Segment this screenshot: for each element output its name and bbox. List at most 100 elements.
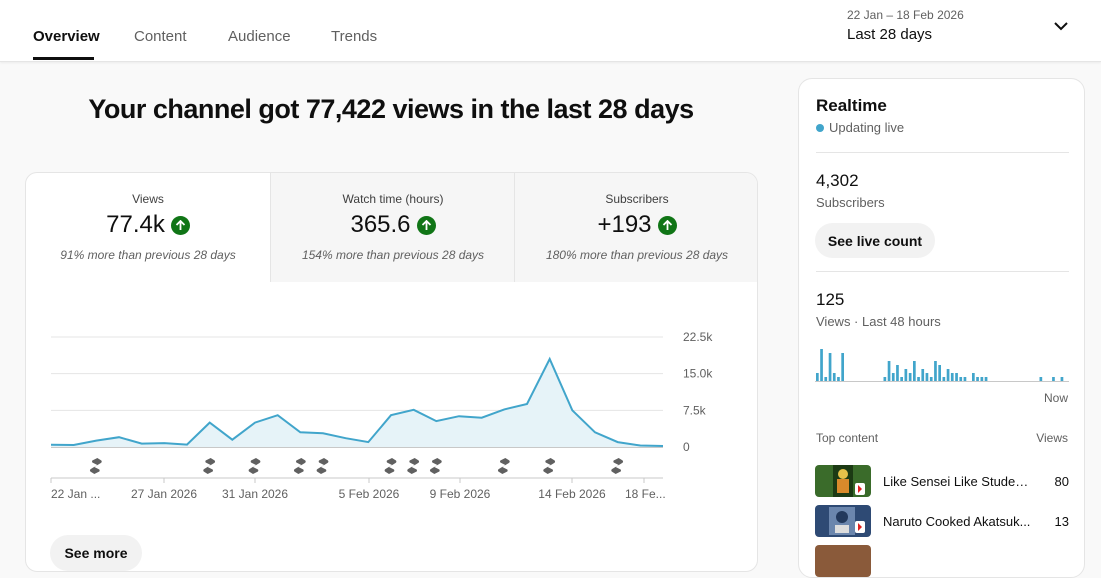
- y-tick-label: 22.5k: [683, 330, 713, 344]
- x-tick-label: 18 Fe...: [625, 487, 666, 501]
- realtime-bar: [976, 377, 979, 381]
- top-content-item[interactable]: [815, 545, 1069, 577]
- metric-value: 77.4k: [106, 211, 165, 238]
- page-headline: Your channel got 77,422 views in the las…: [88, 94, 694, 124]
- see-live-count-button[interactable]: See live count: [815, 223, 935, 258]
- realtime-bar: [832, 373, 836, 381]
- realtime-card: Realtime Updating live 4,302 Subscribers…: [798, 78, 1085, 578]
- realtime-bar: [828, 353, 832, 381]
- realtime-title: Realtime: [816, 96, 887, 115]
- realtime-bar: [917, 377, 920, 381]
- realtime-bar: [913, 361, 916, 381]
- realtime-bar: [929, 377, 933, 381]
- divider: [816, 152, 1069, 153]
- top-content-item[interactable]: Like Sensei Like Studen... 80: [815, 465, 1069, 497]
- metric-watch-time[interactable]: Watch time (hours) 365.6 154% more than …: [271, 173, 515, 282]
- x-tick-label: 9 Feb 2026: [430, 487, 491, 501]
- realtime-bar: [887, 361, 891, 381]
- metric-label: Subscribers: [605, 192, 669, 206]
- realtime-bar: [891, 373, 895, 381]
- metric-divider: [270, 173, 271, 282]
- shorts-marker-icon: [611, 458, 624, 474]
- tab-trends[interactable]: Trends: [331, 28, 378, 45]
- realtime-bar: [984, 377, 988, 381]
- video-thumbnail[interactable]: [815, 545, 871, 577]
- realtime-bar: [820, 349, 823, 381]
- x-tick-label: 22 Jan ...: [51, 487, 100, 501]
- y-tick-label: 0: [683, 440, 690, 454]
- realtime-bar: [904, 369, 908, 381]
- realtime-bar: [925, 373, 929, 381]
- see-more-button[interactable]: See more: [50, 535, 142, 571]
- metric-divider: [514, 173, 515, 282]
- views-48h-chart[interactable]: [815, 347, 1069, 385]
- top-content-title[interactable]: Naruto Cooked Akatsuk...: [883, 514, 1031, 529]
- subscriber-count: 4,302: [816, 171, 859, 190]
- shorts-marker-icon: [497, 458, 510, 474]
- metric-comparison: 154% more than previous 28 days: [301, 248, 485, 262]
- analytics-top-bar: Overview Content Audience Trends 22 Jan …: [0, 0, 1101, 62]
- metric-comparison: 91% more than previous 28 days: [60, 248, 236, 262]
- realtime-bar: [955, 373, 958, 381]
- metric-comparison: 180% more than previous 28 days: [545, 248, 729, 262]
- active-tab-indicator: [33, 57, 94, 60]
- top-content-heading: Top content: [816, 431, 879, 445]
- realtime-bar: [816, 373, 819, 381]
- y-tick-label: 15.0k: [683, 367, 713, 381]
- arrow-up-icon: [170, 215, 190, 235]
- top-content-views: 80: [1054, 474, 1069, 489]
- metric-label: Views: [132, 192, 164, 206]
- tab-content[interactable]: Content: [134, 28, 187, 45]
- views-48h-count: 125: [816, 290, 845, 309]
- realtime-bar: [959, 377, 963, 381]
- metric-label: Watch time (hours): [342, 192, 444, 206]
- realtime-bar: [841, 353, 844, 381]
- arrow-up-icon: [416, 215, 436, 235]
- overview-card: Views 77.4k 91% more than previous 28 da…: [25, 172, 758, 572]
- shorts-marker-icon: [407, 458, 420, 474]
- realtime-bar: [908, 373, 912, 381]
- shorts-marker-icon: [384, 458, 397, 474]
- realtime-bar: [900, 377, 903, 381]
- shorts-marker-icon: [89, 458, 102, 474]
- arrow-up-icon: [657, 215, 677, 235]
- x-tick-label: 5 Feb 2026: [339, 487, 400, 501]
- tab-audience[interactable]: Audience: [228, 28, 291, 45]
- chevron-down-icon[interactable]: [1051, 16, 1071, 36]
- views-series-line: [50, 356, 664, 447]
- y-tick-label: 7.5k: [683, 403, 707, 417]
- realtime-bar: [942, 377, 946, 381]
- top-content-views: 13: [1054, 514, 1069, 529]
- realtime-bar: [896, 365, 899, 381]
- video-thumbnail[interactable]: [815, 465, 871, 497]
- realtime-bar: [1052, 377, 1055, 381]
- realtime-bar: [1039, 377, 1043, 381]
- metric-value: 365.6: [350, 211, 411, 238]
- shorts-marker-icon: [248, 458, 261, 474]
- date-range-text[interactable]: 22 Jan – 18 Feb 2026: [847, 8, 964, 22]
- top-content-views-heading: Views: [1036, 431, 1068, 445]
- video-thumbnail[interactable]: [815, 505, 871, 537]
- shorts-marker-icon: [316, 458, 329, 474]
- views-area: [51, 359, 663, 447]
- realtime-bar: [883, 377, 887, 381]
- subscriber-label: Subscribers: [816, 195, 885, 210]
- realtime-bar: [934, 361, 937, 381]
- shorts-marker-icon: [293, 458, 306, 474]
- top-content-item[interactable]: Naruto Cooked Akatsuk... 13: [815, 505, 1069, 537]
- metric-subscribers[interactable]: Subscribers +193 180% more than previous…: [515, 173, 757, 282]
- realtime-bar: [963, 377, 967, 381]
- realtime-bar: [1060, 377, 1064, 381]
- realtime-bar: [972, 373, 975, 381]
- metric-views[interactable]: Views 77.4k 91% more than previous 28 da…: [26, 173, 270, 282]
- now-label: Now: [1044, 391, 1069, 405]
- x-tick-label: 14 Feb 2026: [538, 487, 606, 501]
- shorts-marker-icon: [203, 458, 216, 474]
- tab-overview[interactable]: Overview: [33, 28, 100, 45]
- live-status: Updating live: [829, 120, 905, 135]
- views-48h-label: Views · Last 48 hours: [816, 314, 941, 329]
- x-tick-label: 31 Jan 2026: [222, 487, 288, 501]
- views-chart[interactable]: 22.5k 15.0k 7.5k 0 22 Jan ... 27 Jan 2026 31 J…: [26, 282, 758, 572]
- top-content-title[interactable]: Like Sensei Like Studen...: [883, 474, 1033, 489]
- date-period-label[interactable]: Last 28 days: [847, 26, 933, 43]
